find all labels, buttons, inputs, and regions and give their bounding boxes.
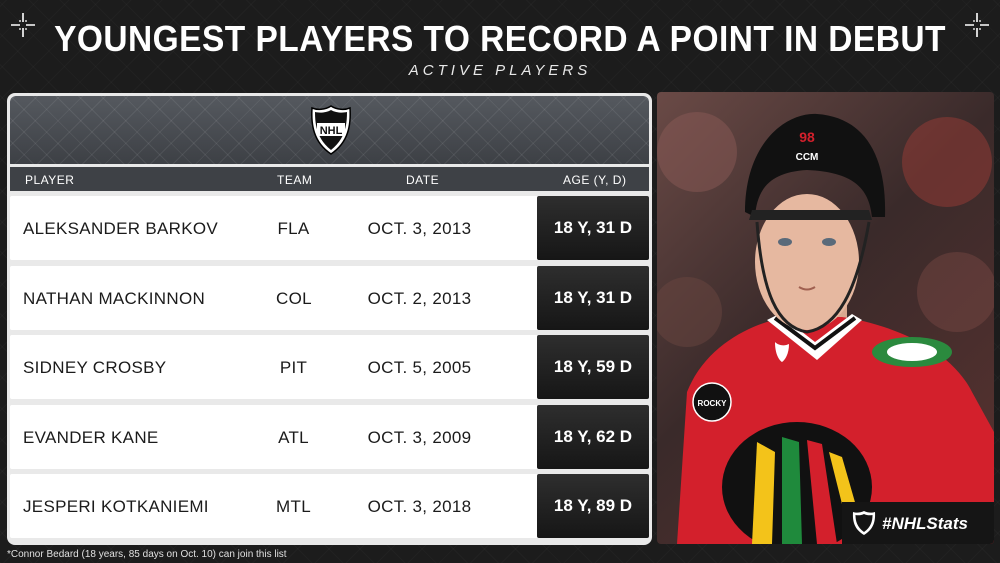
page-subtitle: ACTIVE PLAYERS (408, 62, 592, 79)
table-row: NATHAN MACKINNON COL OCT. 2, 2013 18 Y, … (10, 265, 649, 330)
logo-text: NHL (320, 125, 343, 137)
page-title: YOUNGEST PLAYERS TO RECORD A POINT IN DE… (54, 18, 946, 59)
footnote: *Connor Bedard (18 years, 85 days on Oct… (7, 549, 287, 560)
table-row: EVANDER KANE ATL OCT. 3, 2009 18 Y, 62 D (10, 404, 649, 469)
table-header-banner: NHL (10, 96, 649, 164)
player-illustration: 98 CCM ROCKY (657, 112, 994, 544)
age-cell: 18 Y, 31 D (537, 265, 649, 330)
age-cell: 18 Y, 59 D (537, 335, 649, 399)
column-header-team: TEAM (277, 173, 313, 187)
memorial-patch-text: ROCKY (698, 399, 728, 408)
corner-crosshair-icon (965, 13, 989, 37)
helmet-number: 98 (799, 129, 815, 145)
table-row: JESPERI KOTKANIEMI MTL OCT. 3, 2018 18 Y… (10, 474, 649, 538)
age-cell: 18 Y, 31 D (537, 196, 649, 260)
table-row: ALEKSANDER BARKOV FLA OCT. 3, 2013 18 Y,… (10, 196, 649, 260)
column-header-age: AGE (Y, D) (563, 173, 627, 187)
helmet-brand: CCM (796, 152, 819, 163)
player-name: ALEKSANDER BARKOV (23, 219, 218, 238)
player-name: EVANDER KANE (23, 427, 159, 447)
nhl-shield-icon: NHL (311, 105, 351, 155)
team-code: FLA (277, 219, 310, 238)
hashtag-badge: #NHLStats (842, 502, 994, 544)
player-photo: 98 CCM ROCKY (657, 92, 994, 544)
hashtag-text: #NHLStats (882, 514, 968, 533)
debut-date: OCT. 3, 2018 (367, 497, 472, 516)
debut-date: OCT. 5, 2005 (367, 358, 472, 377)
debut-date: OCT. 2, 2013 (367, 288, 472, 308)
column-header-row: PLAYER TEAM DATE AGE (Y, D) (10, 167, 649, 191)
player-name: NATHAN MACKINNON (23, 288, 206, 308)
table-body: ALEKSANDER BARKOV FLA OCT. 3, 2013 18 Y,… (10, 196, 649, 544)
age-cell: 18 Y, 89 D (537, 474, 649, 538)
team-code: MTL (276, 497, 311, 516)
debut-date: OCT. 3, 2013 (367, 219, 472, 238)
team-code: PIT (279, 358, 308, 377)
stats-table-panel: NHL PLAYER TEAM DATE AGE (Y, D) ALEKSAND… (7, 93, 652, 545)
table-row: SIDNEY CROSBY PIT OCT. 5, 2005 18 Y, 59 … (10, 335, 649, 399)
corner-crosshair-icon (11, 13, 35, 37)
player-name: SIDNEY CROSBY (23, 358, 167, 377)
player-name: JESPERI KOTKANIEMI (23, 497, 209, 516)
debut-date: OCT. 3, 2009 (367, 427, 472, 447)
team-code: ATL (278, 427, 309, 447)
column-header-date: DATE (406, 173, 440, 187)
age-cell: 18 Y, 62 D (537, 404, 649, 469)
team-code: COL (276, 288, 312, 308)
column-header-player: PLAYER (25, 173, 75, 187)
nhl-shield-icon (852, 511, 876, 535)
